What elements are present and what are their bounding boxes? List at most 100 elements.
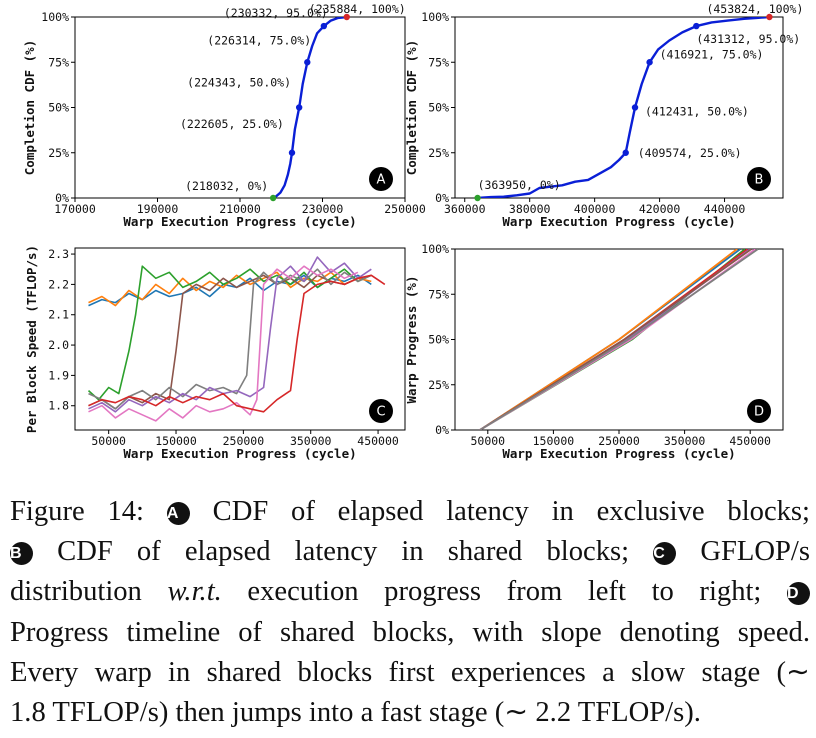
panel-d-progress-timeline: 50000 150000 250000 350000 450000 0% 25% 50% 75%… — [404, 242, 784, 461]
caption-line-1: Figure 14: A CDF of elapsed latency in e… — [10, 492, 810, 532]
series-line-s7 — [88, 265, 359, 422]
series-line-w2 — [479, 249, 738, 430]
caption-line-5: Every warp in shared blocks first experi… — [10, 656, 810, 688]
panel-badge — [369, 399, 393, 423]
data-point-4 — [320, 22, 328, 30]
data-point-1 — [622, 149, 629, 156]
y-tick-label: 0% — [435, 191, 449, 205]
data-point-2 — [295, 104, 303, 111]
x-tick-label: 250000 — [598, 434, 640, 448]
caption-text-1: CDF of elapsed latency in exclusive bloc… — [212, 496, 811, 527]
panel-badge — [369, 167, 393, 191]
caption-line-4: Progress timeline of shared blocks, with… — [10, 616, 810, 648]
x-axis-label: Warp Execution Progress (cycle) — [123, 214, 356, 229]
series-line-s8 — [88, 274, 386, 413]
series-line-s3 — [87, 265, 372, 401]
panel-c-speed-distribution: 50000 150000 250000 350000 450000 1.8 1.9 2.0 2.… — [24, 245, 406, 461]
caption-line-6: 1.8 TFLOP/s) then jumps into a fast stag… — [10, 697, 701, 729]
x-tick-label: 150000 — [155, 434, 197, 448]
y-tick-label: 100% — [421, 10, 449, 24]
plot-area — [87, 256, 386, 422]
data-point-3 — [304, 59, 311, 66]
y-tick-label: 2.2 — [48, 277, 69, 291]
y-tick-label: 2.3 — [48, 247, 69, 261]
panel-badge — [747, 167, 771, 191]
x-axis-label: Warp Execution Progress (cycle) — [502, 214, 735, 229]
x-tick-label: 350000 — [290, 434, 332, 448]
data-point-label-0: (363950, 0%) — [478, 178, 561, 192]
y-axis-label: Warp Progress (%) — [404, 276, 419, 404]
y-tick-label: 1.9 — [48, 368, 69, 382]
caption-badge-d: D — [787, 582, 811, 606]
data-point-label-0: (218032, 0%) — [185, 179, 268, 193]
x-tick-label: 250000 — [223, 434, 265, 448]
x-tick-label: 450000 — [357, 434, 399, 448]
panel-badge — [747, 399, 771, 423]
data-point-0 — [474, 194, 481, 202]
y-axis-label: Completion CDF (%) — [22, 40, 37, 175]
y-tick-label: 25% — [428, 378, 449, 392]
series-line-w8 — [479, 249, 759, 430]
caption-line-2: B CDF of elapsed latency in shared block… — [10, 532, 810, 572]
caption-text-3-italic: w.r.t. — [167, 576, 222, 608]
x-tick-label: 440000 — [704, 202, 746, 216]
caption-badge-b: B — [10, 542, 33, 566]
y-tick-label: 0% — [435, 423, 449, 437]
x-tick-label: 190000 — [137, 202, 179, 216]
series-line-s4 — [88, 274, 359, 410]
caption-text-2b: GFLOP/s — [700, 536, 810, 568]
caption-text-2: CDF of elapsed latency in shared blocks; — [57, 536, 630, 568]
data-point-5 — [343, 13, 350, 21]
data-point-label-5: (235884, 100%) — [309, 2, 406, 16]
data-point-label-4: (431312, 95.0%) — [696, 32, 800, 46]
y-tick-label: 100% — [41, 10, 69, 24]
y-tick-label: 2.0 — [48, 338, 69, 352]
panel-a-cdf-exclusive: 170000 190000 210000 230000 250000 0% 25% 50% 75… — [22, 2, 426, 229]
x-tick-label: 50000 — [470, 434, 505, 448]
data-point-label-2: (224343, 50.0%) — [187, 76, 291, 90]
panel-badge-label: C — [376, 405, 385, 420]
caption-text-3b: execution progress from left to right; — [247, 576, 762, 608]
y-tick-label: 1.8 — [48, 399, 69, 413]
y-tick-label: 75% — [428, 287, 449, 301]
y-tick-label: 25% — [428, 146, 449, 160]
x-tick-label: 350000 — [664, 434, 706, 448]
x-tick-label: 400000 — [574, 202, 616, 216]
caption-line-3: distribution w.r.t. execution progress f… — [10, 572, 811, 612]
panel-badge-label: B — [755, 173, 764, 188]
x-tick-label: 150000 — [533, 434, 575, 448]
x-tick-label: 420000 — [639, 202, 681, 216]
plot-frame — [74, 247, 406, 431]
x-tick-label: 250000 — [384, 202, 426, 216]
y-tick-label: 100% — [421, 242, 449, 256]
caption-badge-c: C — [653, 542, 677, 566]
data-point-label-1: (222605, 25.0%) — [180, 117, 284, 131]
panel-b-cdf-shared: 360000 380000 400000 420000 440000 0% 25% 50% 75… — [404, 2, 803, 229]
data-point-label-1: (409574, 25.0%) — [638, 146, 742, 160]
x-axis-label: Warp Execution Progress (cycle) — [502, 446, 735, 461]
caption-text-3a: distribution — [10, 576, 142, 608]
y-tick-label: 75% — [48, 55, 69, 69]
series-line-s6 — [88, 256, 372, 413]
panel-badge-label: D — [754, 405, 764, 420]
data-point-3 — [646, 59, 653, 66]
figure-caption: Figure 14: A CDF of elapsed latency in e… — [10, 492, 811, 733]
x-axis-label: Warp Execution Progress (cycle) — [123, 446, 356, 461]
y-tick-label: 75% — [428, 55, 449, 69]
y-axis-label: Completion CDF (%) — [404, 40, 419, 175]
y-tick-label: 2.1 — [48, 308, 69, 322]
x-tick-label: 230000 — [302, 202, 344, 216]
y-tick-label: 0% — [55, 191, 69, 205]
series-line-s2 — [88, 271, 372, 307]
caption-badge-a: A — [166, 502, 190, 525]
data-point-2 — [631, 104, 639, 111]
x-tick-label: 360000 — [444, 202, 486, 216]
series-line-s5 — [88, 268, 372, 410]
figure-panels: 170000 190000 210000 230000 250000 0% 25% 50% 75… — [22, 2, 803, 461]
figure-label: Figure 14: — [10, 496, 144, 527]
data-point-label-3: (226314, 75.0%) — [207, 33, 311, 47]
y-tick-label: 50% — [428, 333, 449, 347]
data-point-4 — [693, 22, 700, 30]
data-point-0 — [269, 194, 277, 202]
x-tick-label: 450000 — [729, 434, 771, 448]
